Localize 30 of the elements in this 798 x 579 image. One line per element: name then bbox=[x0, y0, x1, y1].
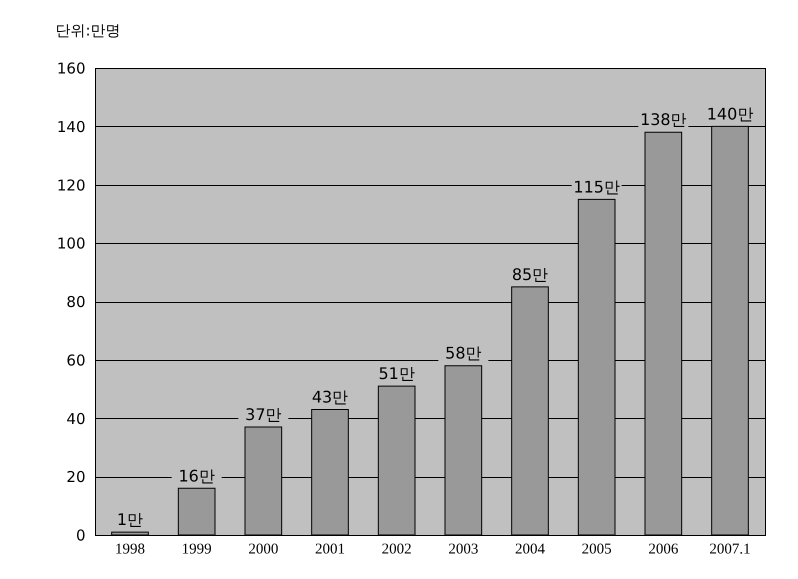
y-tick-label: 160 bbox=[56, 60, 86, 78]
x-tick-label: 2006 bbox=[648, 542, 679, 558]
x-tick-label: 2000 bbox=[248, 542, 278, 558]
x-tick-label: 2005 bbox=[582, 542, 612, 558]
data-label: 140만 bbox=[706, 104, 754, 124]
y-tick-label: 0 bbox=[76, 526, 86, 544]
y-axis-title: 단위:만명 bbox=[56, 22, 121, 40]
y-tick-label: 40 bbox=[66, 410, 86, 428]
x-tick-label: 2001 bbox=[315, 542, 345, 558]
x-tick-label: 1999 bbox=[182, 542, 212, 558]
data-label: 16만 bbox=[178, 466, 215, 486]
x-tick-label: 1998 bbox=[115, 542, 145, 558]
data-label: 51만 bbox=[378, 364, 415, 384]
y-tick-label: 80 bbox=[66, 293, 86, 311]
y-tick-label: 140 bbox=[56, 118, 86, 136]
data-label: 37만 bbox=[245, 405, 282, 424]
x-tick-label: 2007.1 bbox=[709, 542, 751, 558]
data-label: 43만 bbox=[312, 387, 348, 406]
y-tick-label: 20 bbox=[66, 468, 86, 486]
y-tick-label: 120 bbox=[56, 176, 86, 194]
y-tick-label: 100 bbox=[56, 234, 86, 253]
x-tick-label: 2003 bbox=[448, 542, 478, 558]
data-label: 85만 bbox=[512, 264, 548, 284]
data-label: 115만 bbox=[573, 177, 620, 196]
x-tick-label: 2002 bbox=[382, 542, 412, 558]
data-label: 1만 bbox=[116, 510, 144, 530]
data-label: 138만 bbox=[640, 110, 687, 130]
data-label: 58만 bbox=[445, 344, 482, 363]
y-tick-label: 60 bbox=[66, 351, 86, 370]
x-tick-label: 2004 bbox=[515, 542, 546, 558]
